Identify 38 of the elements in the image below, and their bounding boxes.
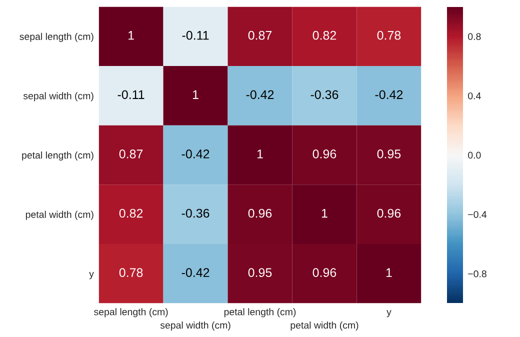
data-label: 0.96 <box>248 208 272 218</box>
data-label: 0.95 <box>377 150 401 158</box>
data-label: 0.82 <box>312 30 336 40</box>
color-bar-label: 0.0 <box>468 152 481 159</box>
y-tick-label: y <box>89 272 94 280</box>
data-label: -0.42 <box>182 268 210 277</box>
data-label: 0.96 <box>312 268 336 277</box>
color-bar-label: −0.8 <box>468 270 486 278</box>
color-bar-label: −0.4 <box>468 211 487 218</box>
data-label: -0.42 <box>246 90 274 100</box>
data-label: 0.87 <box>119 150 143 158</box>
y-tick-label: petal width (cm) <box>26 210 94 220</box>
data-label: -0.11 <box>182 30 209 40</box>
data-label: -0.36 <box>310 90 338 100</box>
y-tick-label: petal length (cm) <box>22 151 94 161</box>
y-tick-label: sepal width (cm) <box>23 92 94 102</box>
data-label: 0.87 <box>248 30 272 40</box>
data-label: 1 <box>193 90 198 99</box>
data-label: 1 <box>322 208 328 218</box>
x-tick-label: y <box>386 310 392 318</box>
data-label: 0.78 <box>119 268 143 277</box>
data-label: 0.96 <box>377 208 401 218</box>
data-label: -0.42 <box>182 150 210 158</box>
x-tick-label: petal length (cm) <box>224 308 296 318</box>
color-bar-label: 0.8 <box>468 33 481 40</box>
data-label: 0.96 <box>312 150 336 158</box>
data-label: 0.95 <box>248 268 272 277</box>
x-tick-label: sepal length (cm) <box>94 308 168 318</box>
data-label: 1 <box>257 150 263 158</box>
color-bar-label: 0.4 <box>468 92 481 100</box>
data-label: 1 <box>128 31 134 40</box>
data-label: -0.36 <box>182 208 210 218</box>
data-label: 0.78 <box>377 30 401 40</box>
data-label: 1 <box>386 268 392 277</box>
data-label: 0.82 <box>119 208 143 218</box>
data-label: -0.42 <box>375 90 403 100</box>
y-tick-label: sepal length (cm) <box>20 32 94 42</box>
data-label: -0.11 <box>118 90 144 100</box>
